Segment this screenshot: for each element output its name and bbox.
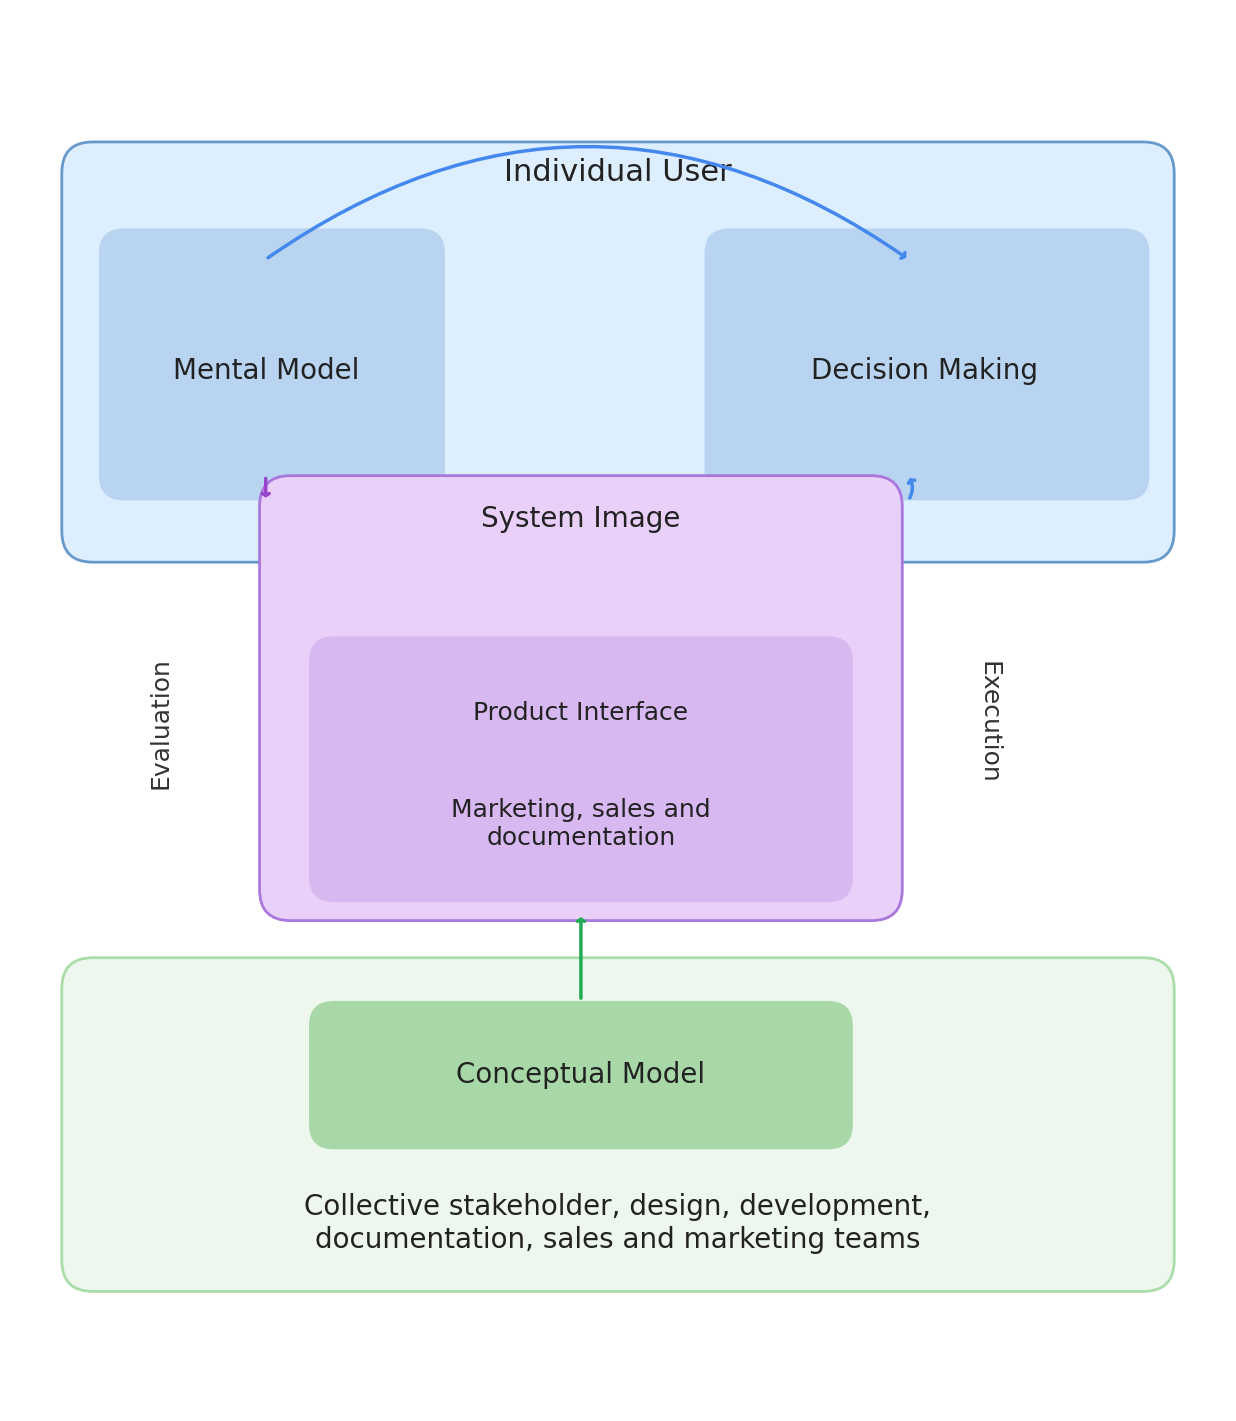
FancyBboxPatch shape (309, 637, 853, 784)
FancyBboxPatch shape (62, 142, 1174, 563)
Text: Conceptual Model: Conceptual Model (456, 1061, 706, 1088)
Text: Evaluation: Evaluation (148, 657, 173, 789)
Text: Mental Model: Mental Model (173, 357, 358, 385)
FancyBboxPatch shape (99, 229, 445, 500)
FancyBboxPatch shape (260, 476, 902, 921)
FancyBboxPatch shape (309, 742, 853, 902)
Text: Marketing, sales and
documentation: Marketing, sales and documentation (451, 799, 711, 850)
Text: Execution: Execution (976, 662, 1001, 784)
FancyBboxPatch shape (309, 1000, 853, 1150)
FancyBboxPatch shape (62, 958, 1174, 1292)
Text: Collective stakeholder, design, development,
documentation, sales and marketing : Collective stakeholder, design, developm… (304, 1194, 932, 1253)
FancyBboxPatch shape (705, 229, 1149, 500)
Text: System Image: System Image (481, 504, 681, 533)
Text: Individual User: Individual User (504, 158, 732, 188)
Text: Decision Making: Decision Making (811, 357, 1038, 385)
Text: Product Interface: Product Interface (473, 701, 688, 725)
